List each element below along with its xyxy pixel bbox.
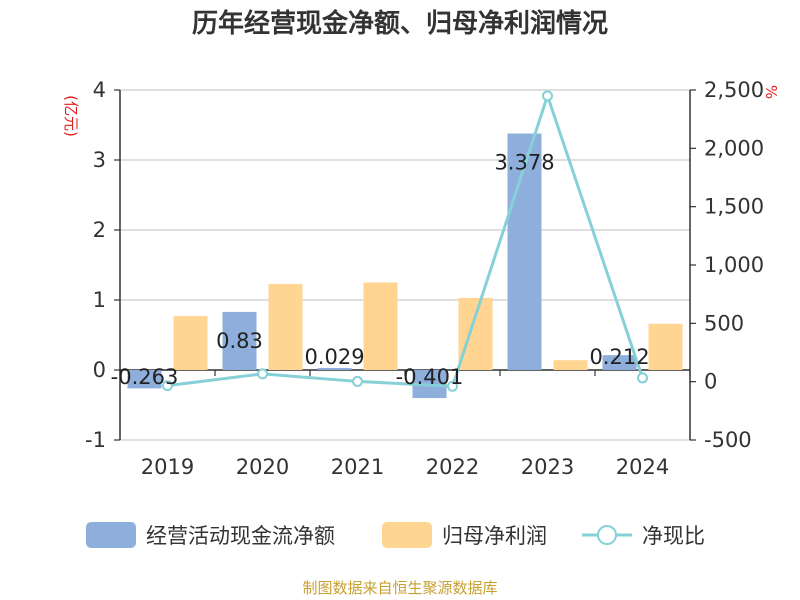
ratio-point [637,372,648,384]
data-labels: -0.263 0.83 0.029 -0.401 3.378 0.212 [111,151,650,389]
legend-swatch [382,522,432,548]
axes: -1 0 1 2 3 4 -500 0 500 1,000 1,500 2,000 2,500 2019 2… [62,78,780,479]
x-axis-tick-label: 2019 [141,455,194,479]
right-axis-tick-label: -500 [704,428,752,452]
bar-net-profit [363,282,398,370]
ratio-point [257,368,268,380]
legend-swatch [86,522,136,548]
data-label: 3.378 [494,151,554,175]
ratio-point [447,380,458,392]
right-axis-tick-label: 500 [704,311,744,335]
legend-marker [597,525,617,545]
ratio-line [162,90,648,392]
right-axis-tick-label: 1,000 [704,253,764,277]
x-axis-tick-label: 2023 [521,455,574,479]
x-axis-tick-label: 2022 [426,455,479,479]
bar-net-profit [458,297,493,370]
left-axis-tick-label: 2 [93,218,106,242]
left-axis-tick-label: 1 [93,288,106,312]
data-label: 0.212 [589,345,649,369]
data-label: 0.029 [304,345,364,369]
ratio-point [162,380,173,392]
left-axis-tick-label: 3 [93,148,106,172]
legend-label: 经营活动现金流净额 [146,524,335,548]
right-axis-unit: % [762,85,780,99]
x-axis-tick-label: 2024 [616,455,669,479]
ratio-point [352,375,363,387]
legend-label: 净现比 [642,524,705,548]
bar-cash-flow [602,355,637,370]
bar-cash-flow [317,367,352,370]
ratio-point [542,90,553,102]
bar-cash-flow [127,370,162,389]
right-axis-tick-label: 0 [704,370,717,394]
left-axis-unit: (亿元) [62,95,80,137]
legend: 经营活动现金流净额 归母净利润 净现比 [86,522,705,548]
bar-net-profit [268,283,303,370]
x-axis-tick-label: 2020 [236,455,289,479]
legend-label: 归母净利润 [442,524,547,548]
bar-cash-flow [222,311,257,370]
bar-net-profit [648,323,683,370]
bar-net-profit [553,360,588,370]
right-axis-tick-label: 1,500 [704,195,764,219]
data-label: -0.263 [111,365,179,389]
data-label: -0.401 [396,365,464,389]
ratio-line-path [167,91,644,388]
bar-net-profit [173,316,208,370]
chart-title: 历年经营现金净额、归母净利润情况 [192,8,608,39]
data-label: 0.83 [216,329,263,353]
x-axis-tick-label: 2021 [331,455,384,479]
right-axis-tick-label: 2,000 [704,136,764,160]
bar-cash-flow [507,133,542,370]
bars [127,133,683,399]
source-note: 制图数据来自恒生聚源数据库 [302,579,497,597]
left-axis-tick-label: -1 [85,428,106,452]
left-axis-tick-label: 4 [93,78,106,102]
left-axis-tick-label: 0 [93,358,106,382]
right-axis-tick-label: 2,500 [704,78,764,102]
